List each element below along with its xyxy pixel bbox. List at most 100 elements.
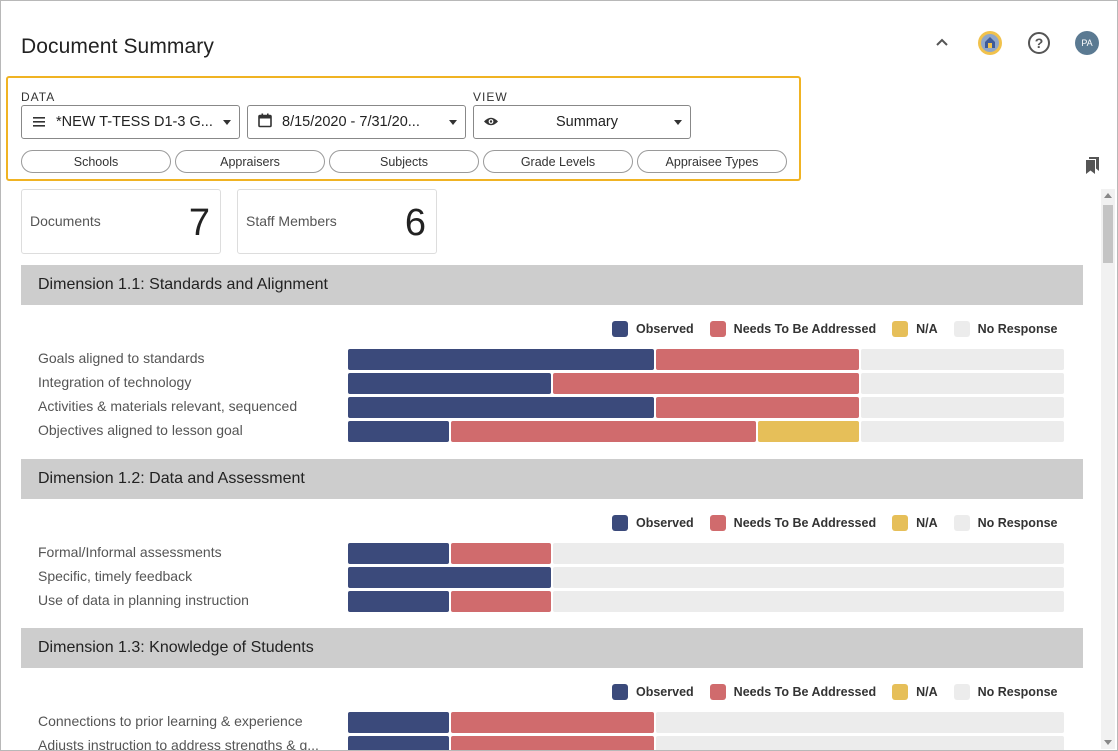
bar-segment-none[interactable] bbox=[860, 349, 1064, 370]
legend-item-na: N/A bbox=[892, 684, 938, 700]
bar-segment-needs[interactable] bbox=[450, 712, 654, 733]
bar-segment-none[interactable] bbox=[860, 421, 1064, 442]
chart-legend: Observed Needs To Be Addressed N/A No Respo… bbox=[612, 515, 1074, 531]
legend-label: N/A bbox=[916, 322, 938, 336]
stacked-bar bbox=[348, 543, 1066, 564]
bar-segment-needs[interactable] bbox=[450, 421, 757, 442]
vertical-scrollbar[interactable] bbox=[1101, 189, 1115, 749]
eye-icon bbox=[482, 114, 500, 131]
avatar[interactable]: PA bbox=[1075, 31, 1099, 55]
legend-label: Needs To Be Addressed bbox=[733, 685, 877, 699]
calendar-icon bbox=[256, 113, 274, 132]
bar-segment-none[interactable] bbox=[655, 736, 1064, 750]
bar-segment-needs[interactable] bbox=[450, 591, 552, 612]
legend-swatch bbox=[709, 515, 726, 531]
data-label: DATA bbox=[21, 90, 56, 104]
bar-segment-none[interactable] bbox=[553, 567, 1064, 588]
indicator-label: Activities & materials relevant, sequenc… bbox=[38, 398, 298, 414]
help-icon[interactable]: ? bbox=[1028, 32, 1050, 54]
legend-label: No Response bbox=[977, 516, 1058, 530]
legend-item-na: N/A bbox=[892, 515, 938, 531]
legend-label: N/A bbox=[916, 516, 938, 530]
bar-segment-observed[interactable] bbox=[348, 567, 552, 588]
chevron-up-icon[interactable] bbox=[932, 33, 952, 53]
bar-segment-observed[interactable] bbox=[348, 349, 654, 370]
bar-segment-needs[interactable] bbox=[655, 349, 859, 370]
bar-segment-needs[interactable] bbox=[655, 397, 859, 418]
form-select-value: *NEW T-TESS D1-3 G... bbox=[56, 114, 213, 130]
stacked-bar bbox=[348, 712, 1066, 733]
chart-legend: Observed Needs To Be Addressed N/A No Respo… bbox=[612, 321, 1074, 337]
legend-swatch bbox=[612, 684, 628, 700]
bar-segment-none[interactable] bbox=[553, 591, 1064, 612]
chevron-down-icon bbox=[223, 119, 231, 125]
date-range-select[interactable]: 8/15/2020 - 7/31/20... bbox=[247, 105, 466, 139]
indicator-label: Formal/Informal assessments bbox=[38, 544, 222, 560]
scrollbar-thumb[interactable] bbox=[1103, 205, 1113, 263]
legend-swatch bbox=[892, 321, 909, 337]
stat-value: 7 bbox=[188, 202, 210, 244]
chevron-down-icon bbox=[449, 119, 457, 125]
bar-segment-none[interactable] bbox=[860, 373, 1064, 394]
filter-panel: DATA VIEW *NEW T-TESS D1-3 G... 8/15/202… bbox=[6, 76, 801, 181]
bar-segment-none[interactable] bbox=[553, 543, 1064, 564]
stat-label: Documents bbox=[30, 213, 101, 229]
chart-legend: Observed Needs To Be Addressed N/A No Respo… bbox=[612, 684, 1074, 700]
bar-segment-observed[interactable] bbox=[348, 543, 449, 564]
bookmark-icon[interactable] bbox=[1086, 157, 1100, 174]
legend-label: No Response bbox=[977, 322, 1058, 336]
indicator-label: Use of data in planning instruction bbox=[38, 592, 249, 608]
bar-segment-na[interactable] bbox=[758, 421, 859, 442]
list-icon bbox=[30, 114, 48, 131]
legend-label: Needs To Be Addressed bbox=[733, 322, 877, 336]
stat-value: 6 bbox=[404, 202, 426, 244]
legend-item-observed: Observed bbox=[612, 684, 694, 700]
date-range-value: 8/15/2020 - 7/31/20... bbox=[282, 114, 420, 130]
legend-label: N/A bbox=[916, 685, 938, 699]
bar-segment-needs[interactable] bbox=[450, 543, 552, 564]
dimension-header: Dimension 1.1: Standards and Alignment bbox=[21, 265, 1083, 305]
legend-label: No Response bbox=[977, 685, 1058, 699]
view-select[interactable]: Summary bbox=[473, 105, 691, 139]
filter-chip-grade-levels[interactable]: Grade Levels bbox=[483, 150, 633, 173]
legend-swatch bbox=[892, 515, 909, 531]
legend-item-needs: Needs To Be Addressed bbox=[709, 321, 877, 337]
district-logo-icon[interactable] bbox=[977, 30, 1003, 56]
view-label: VIEW bbox=[473, 90, 508, 104]
filter-chip-subjects[interactable]: Subjects bbox=[329, 150, 479, 173]
filter-chip-appraisers[interactable]: Appraisers bbox=[175, 150, 325, 173]
legend-swatch bbox=[612, 321, 628, 337]
legend-swatch bbox=[953, 321, 970, 337]
bar-segment-observed[interactable] bbox=[348, 373, 552, 394]
bar-segment-observed[interactable] bbox=[348, 397, 654, 418]
bar-segment-needs[interactable] bbox=[450, 736, 654, 750]
stacked-bar bbox=[348, 349, 1066, 370]
stacked-bar bbox=[348, 421, 1066, 442]
stat-card-staff-members: Staff Members 6 bbox=[237, 189, 437, 254]
legend-label: Observed bbox=[636, 516, 694, 530]
legend-item-na: N/A bbox=[892, 321, 938, 337]
header-actions: ? PA bbox=[907, 29, 1099, 57]
indicator-label: Specific, timely feedback bbox=[38, 568, 193, 584]
bar-segment-none[interactable] bbox=[860, 397, 1064, 418]
bar-segment-none[interactable] bbox=[655, 712, 1064, 733]
indicator-label: Integration of technology bbox=[38, 374, 192, 390]
scroll-up-icon[interactable] bbox=[1104, 193, 1112, 198]
legend-item-needs: Needs To Be Addressed bbox=[709, 515, 876, 531]
form-select[interactable]: *NEW T-TESS D1-3 G... bbox=[21, 105, 240, 139]
legend-label: Observed bbox=[636, 322, 694, 336]
bar-segment-observed[interactable] bbox=[348, 736, 449, 750]
filter-chip-schools[interactable]: Schools bbox=[21, 150, 171, 173]
bar-segment-observed[interactable] bbox=[348, 421, 449, 442]
filter-chip-appraisee-types[interactable]: Appraisee Types bbox=[637, 150, 787, 173]
stacked-bar bbox=[348, 373, 1066, 394]
legend-swatch bbox=[892, 684, 909, 700]
view-select-value: Summary bbox=[555, 114, 619, 130]
indicator-label: Objectives aligned to lesson goal bbox=[38, 422, 243, 438]
bar-segment-observed[interactable] bbox=[348, 712, 449, 733]
stacked-bar bbox=[348, 736, 1066, 750]
scroll-down-icon[interactable] bbox=[1104, 740, 1112, 745]
bar-segment-needs[interactable] bbox=[553, 373, 859, 394]
bar-segment-observed[interactable] bbox=[348, 591, 449, 612]
